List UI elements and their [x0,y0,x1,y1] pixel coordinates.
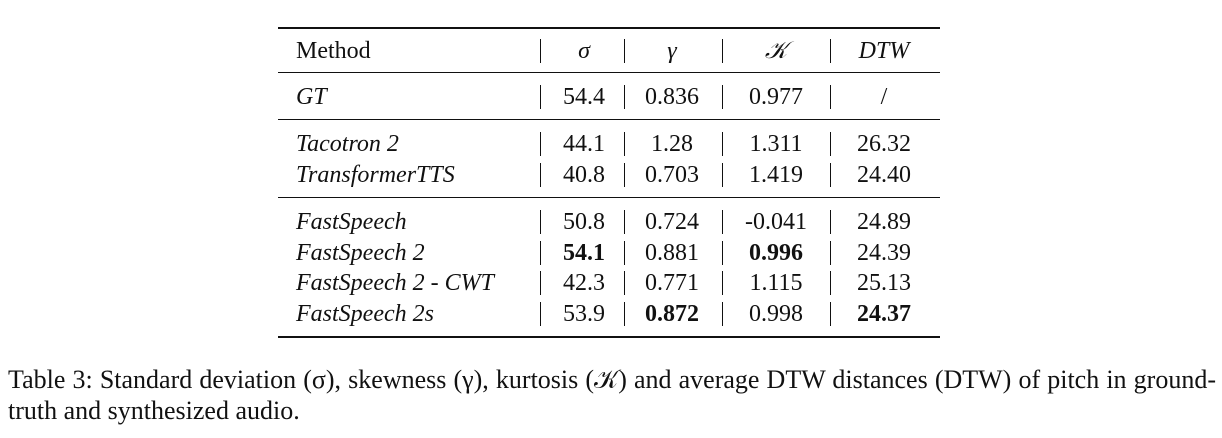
column-separator [624,39,625,63]
rule [278,197,940,198]
cell: 0.703 [645,161,699,188]
column-separator [540,210,541,234]
cell: 0.724 [645,209,699,235]
column-separator [722,39,723,63]
column-separator [830,301,831,326]
cell: 1.115 [749,270,803,296]
cell: 𝒦 [764,38,788,64]
column-separator [624,85,625,109]
cell: 1.311 [749,131,803,157]
cell: σ [578,38,590,64]
column-separator [722,210,723,234]
cell: 0.836 [645,84,699,110]
column-separator [624,132,625,156]
cell: 0.996 [749,239,803,266]
column-separator [830,132,831,156]
cell: 0.771 [645,270,699,296]
cell: 24.89 [857,209,911,235]
cell: 26.32 [857,131,911,157]
cell: 42.3 [563,270,605,296]
row-label: Tacotron 2 [296,131,399,157]
cell: γ [667,38,677,64]
column-separator [540,271,541,295]
cell: 1.419 [749,161,803,188]
column-separator [540,301,541,326]
row-label: FastSpeech [296,209,407,235]
column-separator [830,162,831,187]
column-separator [624,301,625,326]
column-separator [722,162,723,187]
row-label: FastSpeech 2 [296,239,425,266]
column-separator [540,39,541,63]
cell: 44.1 [563,131,605,157]
rule [278,72,940,73]
cell: 1.28 [651,131,693,157]
column-separator [722,132,723,156]
column-separator [830,210,831,234]
column-separator [540,132,541,156]
cell: 50.8 [563,209,605,235]
column-separator [624,162,625,187]
cell: 40.8 [563,161,605,188]
row-label: FastSpeech 2s [296,300,434,327]
cell: 24.40 [857,161,911,188]
column-separator [722,240,723,265]
row-label: GT [296,84,327,110]
cell: 54.1 [563,239,605,266]
cell: 0.872 [645,300,699,327]
caption: Table 3: Standard deviation (σ), skewnes… [8,365,1216,425]
cell: DTW [858,38,910,64]
cell: 54.4 [563,84,605,110]
cell: / [880,84,888,110]
rule [278,336,940,338]
cell: 24.39 [857,239,911,266]
column-separator [830,271,831,295]
cell: 0.977 [749,84,803,110]
column-separator [722,85,723,109]
column-separator [830,39,831,63]
rule [278,119,940,120]
column-separator [722,301,723,326]
cell: 0.881 [645,239,699,266]
column-separator [540,162,541,187]
column-separator [830,240,831,265]
column-separator [624,271,625,295]
row-label: TransformerTTS [296,161,455,188]
row-label: Method [296,38,371,64]
column-separator [830,85,831,109]
cell: 53.9 [563,300,605,327]
cell: 0.998 [749,300,803,327]
cell: -0.041 [745,209,807,235]
cell: 25.13 [857,270,911,296]
row-label: FastSpeech 2 - CWT [296,270,494,296]
column-separator [624,210,625,234]
column-separator [540,240,541,265]
rule [278,27,940,29]
column-separator [624,240,625,265]
cell: 24.37 [857,300,911,327]
column-separator [540,85,541,109]
column-separator [722,271,723,295]
